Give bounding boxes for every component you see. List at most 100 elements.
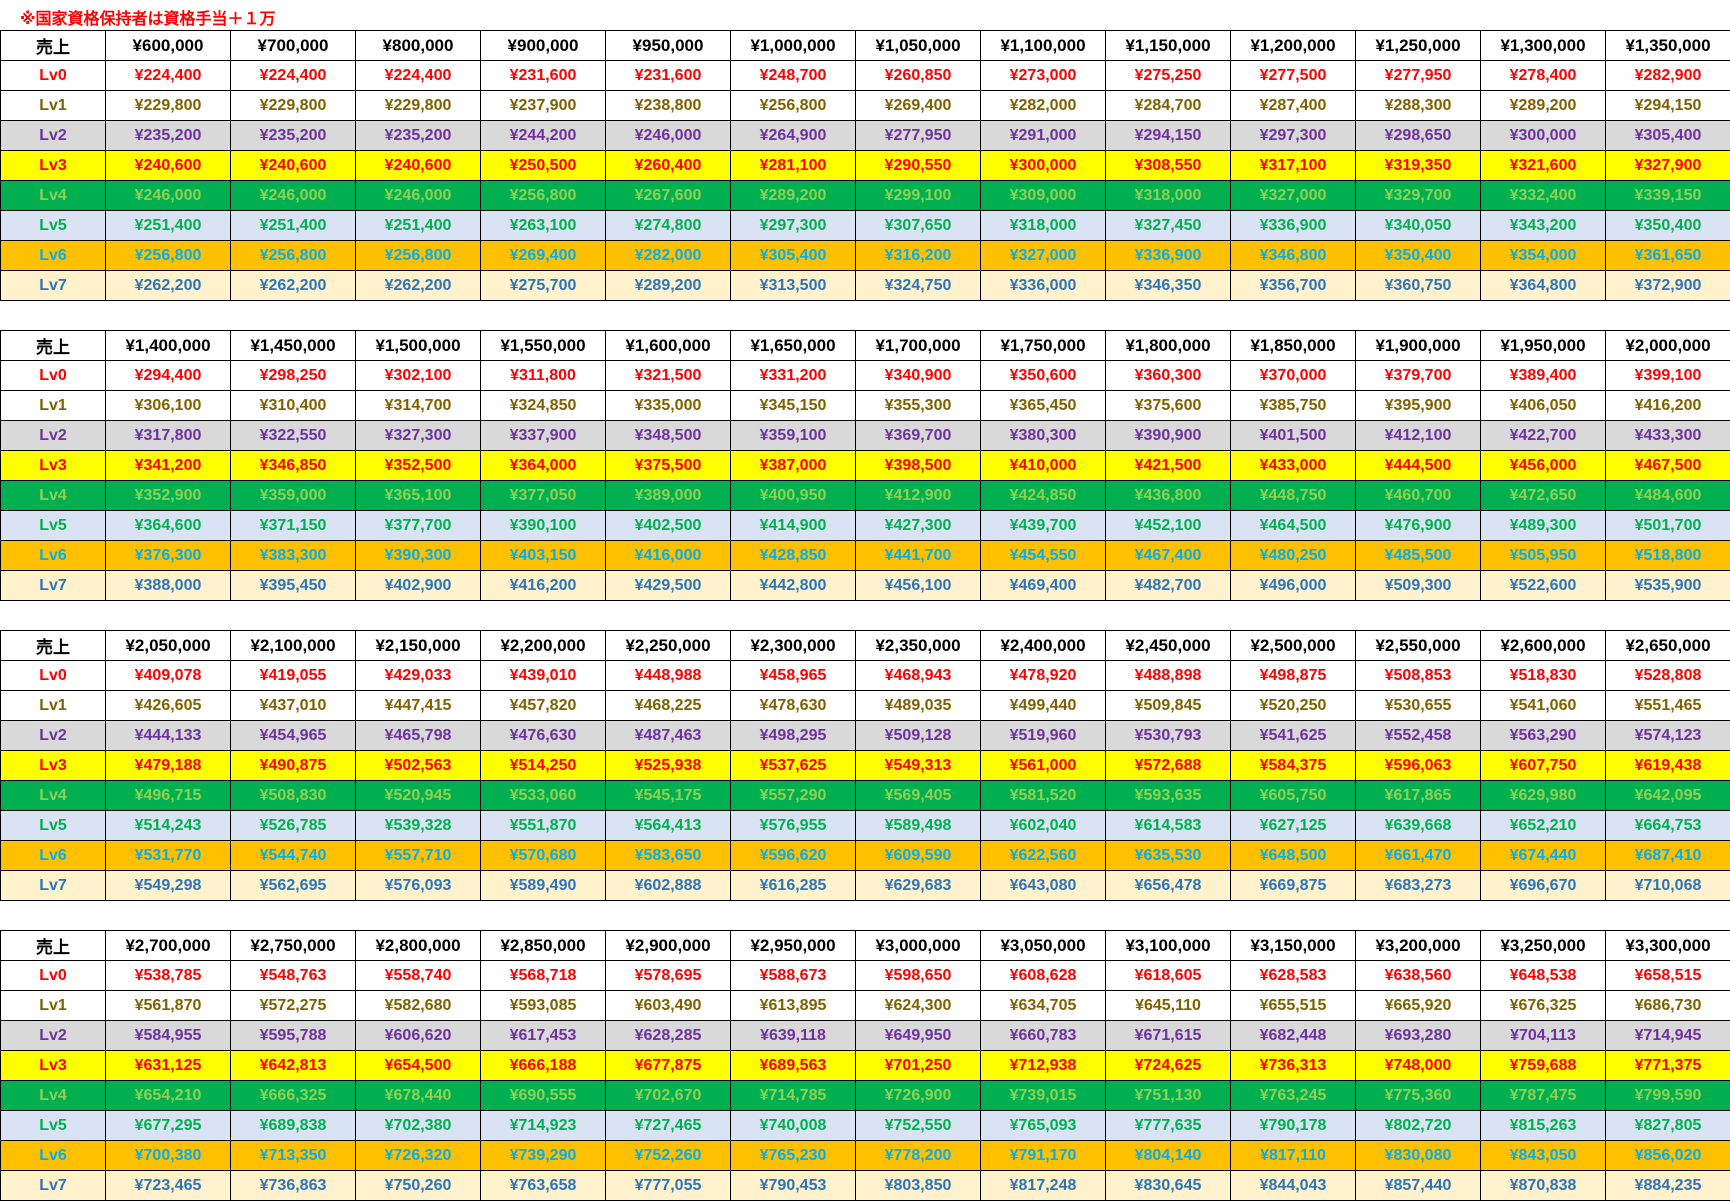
salary-cell: ¥452,100	[1106, 511, 1231, 541]
salary-cell: ¥870,838	[1481, 1171, 1606, 1201]
sales-amount-cell: ¥2,150,000	[356, 631, 481, 661]
salary-cell: ¥472,650	[1481, 481, 1606, 511]
salary-cell: ¥364,600	[106, 511, 231, 541]
salary-cell: ¥302,100	[356, 361, 481, 391]
salary-cell: ¥771,375	[1606, 1051, 1730, 1081]
salary-cell: ¥383,300	[231, 541, 356, 571]
salary-cell: ¥726,900	[856, 1081, 981, 1111]
sales-amount-cell: ¥2,900,000	[606, 931, 731, 961]
salary-cell: ¥552,458	[1356, 721, 1481, 751]
level-label: Lv3	[1, 451, 106, 481]
salary-cell: ¥498,295	[731, 721, 856, 751]
level-label: Lv5	[1, 511, 106, 541]
salary-cell: ¥284,700	[1106, 91, 1231, 121]
salary-cell: ¥327,300	[356, 421, 481, 451]
level-row: Lv2¥317,800¥322,550¥327,300¥337,900¥348,…	[1, 421, 1730, 451]
salary-cell: ¥318,000	[1106, 181, 1231, 211]
salary-cell: ¥603,490	[606, 991, 731, 1021]
salary-cell: ¥505,950	[1481, 541, 1606, 571]
salary-cell: ¥508,830	[231, 781, 356, 811]
salary-cell: ¥401,500	[1231, 421, 1356, 451]
salary-cell: ¥433,000	[1231, 451, 1356, 481]
salary-cell: ¥509,300	[1356, 571, 1481, 601]
salary-cell: ¥583,650	[606, 841, 731, 871]
salary-cell: ¥790,178	[1231, 1111, 1356, 1141]
salary-cell: ¥359,100	[731, 421, 856, 451]
salary-cell: ¥622,560	[981, 841, 1106, 871]
salary-cell: ¥520,250	[1231, 691, 1356, 721]
salary-cell: ¥712,938	[981, 1051, 1106, 1081]
salary-cell: ¥390,100	[481, 511, 606, 541]
qualification-allowance-note: ※国家資格保持者は資格手当＋１万	[20, 5, 276, 29]
salary-cell: ¥724,625	[1106, 1051, 1231, 1081]
salary-cell: ¥360,750	[1356, 271, 1481, 301]
salary-cell: ¥364,800	[1481, 271, 1606, 301]
salary-cell: ¥519,960	[981, 721, 1106, 751]
salary-cell: ¥380,300	[981, 421, 1106, 451]
sales-amount-cell: ¥2,000,000	[1606, 331, 1730, 361]
salary-cell: ¥467,500	[1606, 451, 1730, 481]
salary-cell: ¥395,450	[231, 571, 356, 601]
salary-cell: ¥664,753	[1606, 811, 1730, 841]
salary-cell: ¥341,200	[106, 451, 231, 481]
salary-cell: ¥714,923	[481, 1111, 606, 1141]
salary-cell: ¥736,863	[231, 1171, 356, 1201]
salary-cell: ¥683,273	[1356, 871, 1481, 901]
salary-cell: ¥389,000	[606, 481, 731, 511]
salary-cell: ¥549,298	[106, 871, 231, 901]
salary-cell: ¥508,853	[1356, 661, 1481, 691]
salary-cell: ¥614,583	[1106, 811, 1231, 841]
sales-amount-cell: ¥950,000	[606, 31, 731, 61]
salary-cell: ¥294,150	[1606, 91, 1730, 121]
sales-amount-cell: ¥1,350,000	[1606, 31, 1730, 61]
salary-cell: ¥490,875	[231, 751, 356, 781]
salary-cell: ¥467,400	[1106, 541, 1231, 571]
salary-cell: ¥686,730	[1606, 991, 1730, 1021]
salary-cell: ¥231,600	[606, 61, 731, 91]
salary-cell: ¥568,718	[481, 961, 606, 991]
salary-cell: ¥714,785	[731, 1081, 856, 1111]
salary-cell: ¥361,650	[1606, 241, 1730, 271]
salary-cell: ¥617,453	[481, 1021, 606, 1051]
salary-cell: ¥447,415	[356, 691, 481, 721]
sales-amount-cell: ¥2,500,000	[1231, 631, 1356, 661]
salary-cell: ¥514,250	[481, 751, 606, 781]
salary-cell: ¥693,280	[1356, 1021, 1481, 1051]
salary-cell: ¥282,900	[1606, 61, 1730, 91]
salary-cell: ¥690,555	[481, 1081, 606, 1111]
salary-cell: ¥704,113	[1481, 1021, 1606, 1051]
salary-cell: ¥520,945	[356, 781, 481, 811]
salary-cell: ¥318,000	[981, 211, 1106, 241]
salary-cell: ¥246,000	[356, 181, 481, 211]
salary-cell: ¥689,838	[231, 1111, 356, 1141]
salary-cell: ¥551,465	[1606, 691, 1730, 721]
salary-cell: ¥273,000	[981, 61, 1106, 91]
level-row: Lv3¥240,600¥240,600¥240,600¥250,500¥260,…	[1, 151, 1730, 181]
salary-cell: ¥439,010	[481, 661, 606, 691]
salary-cell: ¥596,063	[1356, 751, 1481, 781]
salary-cell: ¥588,673	[731, 961, 856, 991]
salary-cell: ¥665,920	[1356, 991, 1481, 1021]
salary-cell: ¥509,845	[1106, 691, 1231, 721]
salary-cell: ¥269,400	[481, 241, 606, 271]
salary-cell: ¥541,060	[1481, 691, 1606, 721]
level-row: Lv3¥631,125¥642,813¥654,500¥666,188¥677,…	[1, 1051, 1730, 1081]
salary-cell: ¥256,800	[356, 241, 481, 271]
salary-cell: ¥857,440	[1356, 1171, 1481, 1201]
level-label: Lv4	[1, 781, 106, 811]
sales-amount-cell: ¥2,100,000	[231, 631, 356, 661]
salary-cell: ¥229,800	[231, 91, 356, 121]
salary-cell: ¥713,350	[231, 1141, 356, 1171]
level-row: Lv7¥723,465¥736,863¥750,260¥763,658¥777,…	[1, 1171, 1730, 1201]
salary-cell: ¥485,500	[1356, 541, 1481, 571]
salary-cell: ¥815,263	[1481, 1111, 1606, 1141]
salary-cell: ¥410,000	[981, 451, 1106, 481]
salary-cell: ¥613,895	[731, 991, 856, 1021]
salary-cell: ¥654,500	[356, 1051, 481, 1081]
sales-amount-cell: ¥2,550,000	[1356, 631, 1481, 661]
sales-amount-cell: ¥3,200,000	[1356, 931, 1481, 961]
salary-cell: ¥750,260	[356, 1171, 481, 1201]
salary-cell: ¥336,900	[1106, 241, 1231, 271]
salary-cell: ¥489,300	[1481, 511, 1606, 541]
salary-cell: ¥589,490	[481, 871, 606, 901]
